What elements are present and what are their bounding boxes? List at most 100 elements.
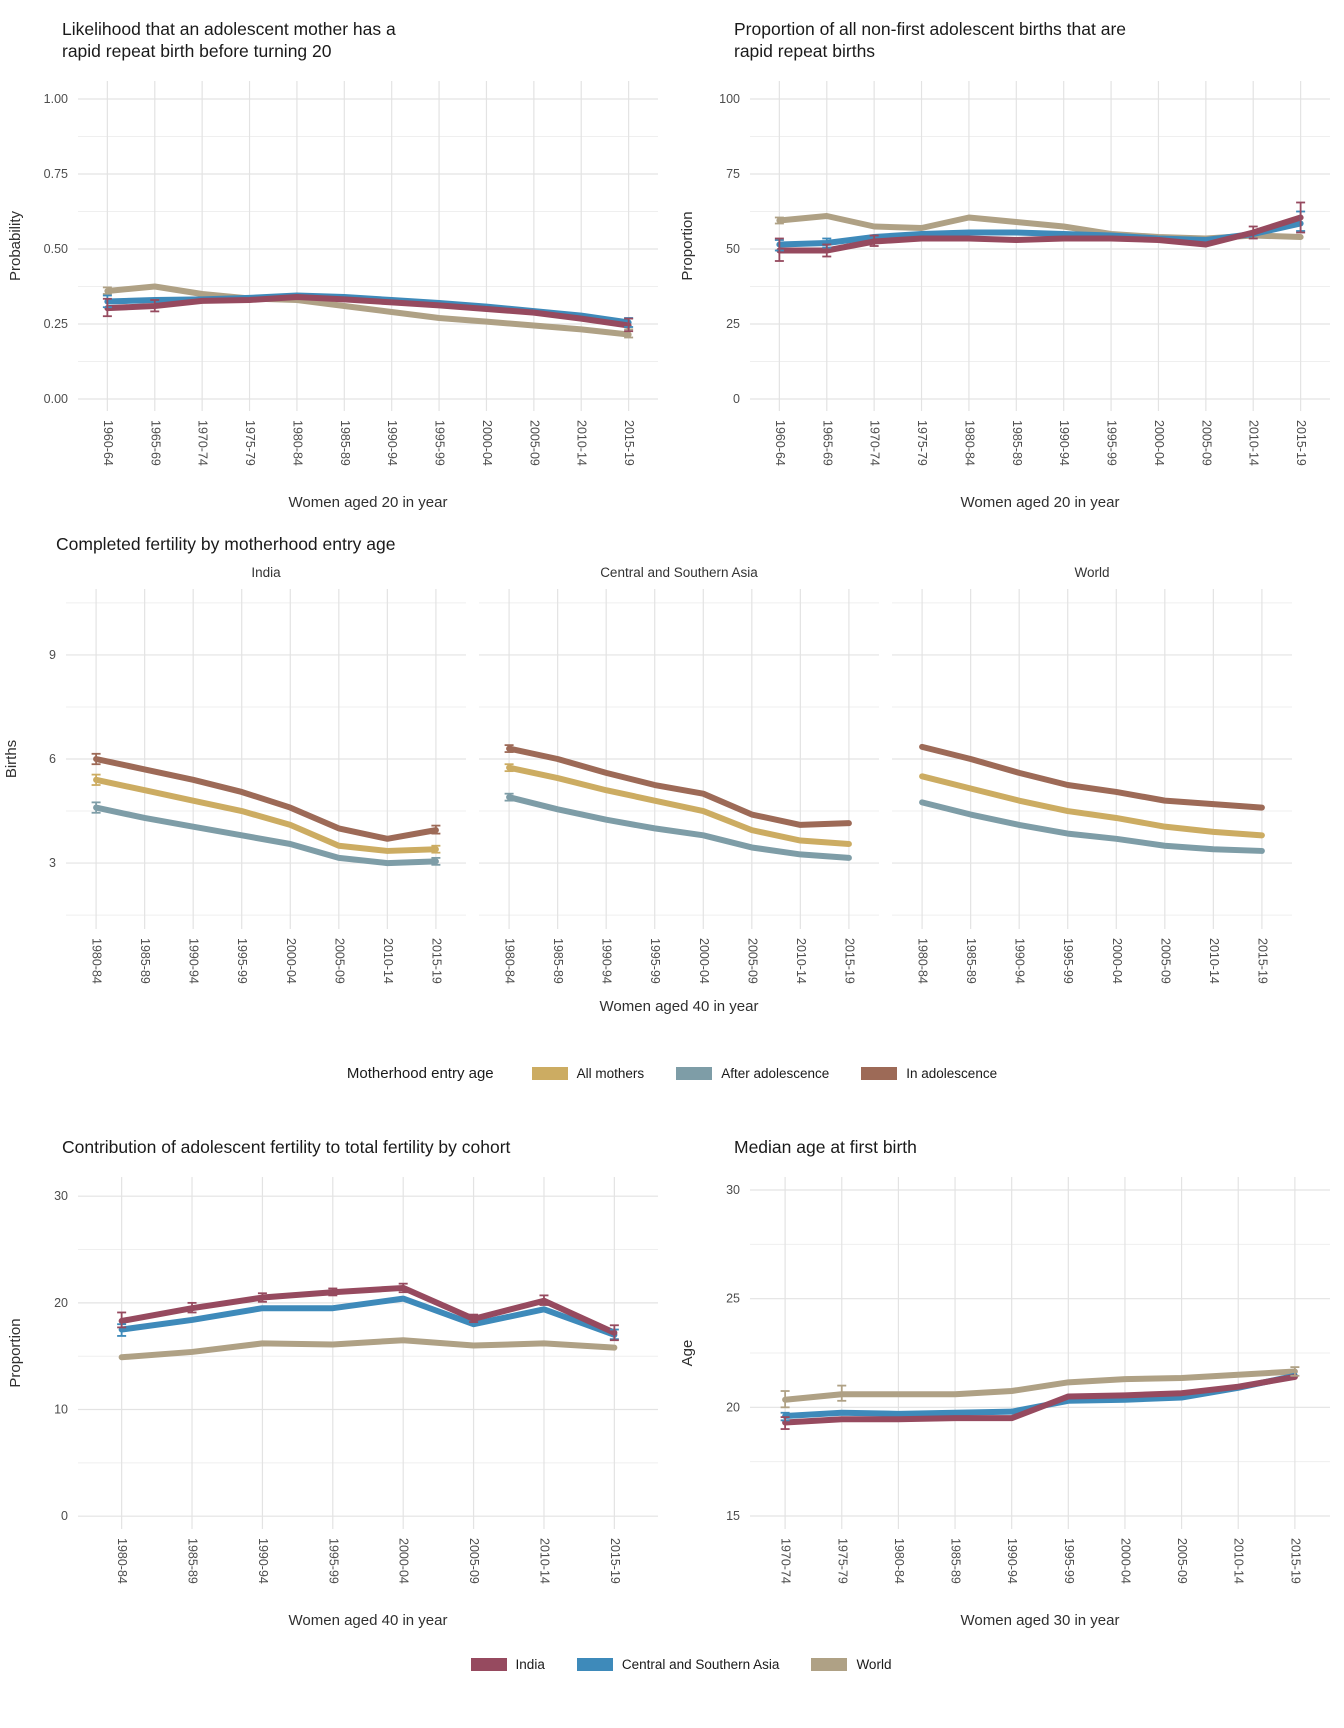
x-tick-label: 1990-94 xyxy=(385,420,399,466)
x-tick-label: 1985-89 xyxy=(964,938,978,984)
chart-plot-rrb-proportion: Proportion 1960-64 1965-69 1970-74 1975-79 19… xyxy=(679,80,1330,511)
panel: 1980-84 1985-89 1990-94 1995-99 2000-04 2005-… xyxy=(78,1176,658,1584)
legend-item-in-adolescence: In adolescence xyxy=(861,1066,997,1081)
error-bar-world xyxy=(837,1384,847,1402)
error-bar-india xyxy=(187,1301,197,1313)
legend-item-world: World xyxy=(811,1657,891,1672)
y-axis-title: Proportion xyxy=(679,211,696,280)
x-tick-label: 2005-09 xyxy=(527,420,541,466)
error-bar-all_mothers xyxy=(91,773,101,787)
x-tick-label: 2015-19 xyxy=(429,938,443,984)
y-tick-label: 3 xyxy=(49,856,56,870)
x-tick-label: 2005-09 xyxy=(332,938,346,984)
chart-title-adolescent-contribution: Contribution of adolescent fertility to … xyxy=(62,1137,511,1158)
chart-completed-fertility: Completed fertility by motherhood entry … xyxy=(0,533,1344,1023)
y-tick-label: 10 xyxy=(54,1402,68,1416)
x-tick-label: 2000-04 xyxy=(1152,420,1166,466)
error-bar-in_adolescence xyxy=(91,753,101,766)
in-adolescence-swatch xyxy=(861,1067,898,1081)
legend-item-label: World xyxy=(856,1656,892,1672)
x-tick-label: 1965-69 xyxy=(148,420,162,466)
chart-rrb-likelihood: Likelihood that an adolescent mother has… xyxy=(0,8,672,519)
bottom-row: Contribution of adolescent fertility to … xyxy=(0,1126,1344,1636)
series-line-after_adolescence xyxy=(93,804,439,867)
y-axis-title: Births xyxy=(3,740,20,778)
series-line-india xyxy=(776,214,1304,254)
x-axis-title: Women aged 40 in year xyxy=(289,1612,448,1629)
panel: 1960-64 1965-69 1970-74 1975-79 1980-84 1985-… xyxy=(750,80,1330,466)
y-tick-label: 9 xyxy=(49,648,56,662)
series-line-world xyxy=(118,1336,618,1360)
x-tick-label: 2010-14 xyxy=(1247,420,1261,466)
y-tick-label: 20 xyxy=(726,1400,740,1414)
series-line-india xyxy=(118,1284,618,1336)
x-axis-title: Women aged 40 in year xyxy=(600,998,759,1015)
error-bar-india xyxy=(780,1415,790,1430)
x-tick-label: 2015-19 xyxy=(1288,1538,1302,1584)
legend-item-central-southern-asia: Central and Southern Asia xyxy=(576,1656,780,1672)
x-tick-label: 2000-04 xyxy=(697,938,711,984)
x-tick-label: 1995-99 xyxy=(1062,1538,1076,1584)
legend-item-label: All mothers xyxy=(576,1066,645,1082)
y-tick-label: 30 xyxy=(726,1183,740,1197)
x-tick-label: 2010-14 xyxy=(575,420,589,466)
x-tick-label: 2010-14 xyxy=(381,938,395,984)
chart-title-median-age: Median age at first birth xyxy=(734,1137,917,1158)
legend-motherhood-entry-age: Motherhood entry age All mothers After a… xyxy=(0,1065,1344,1082)
x-tick-label: 1990-94 xyxy=(1005,1538,1019,1584)
facet-2: World 1980-84 1985-89 1990-94 1995-99 2000-04… xyxy=(892,565,1292,984)
error-bar-india xyxy=(398,1282,408,1293)
x-tick-label: 1990-94 xyxy=(1013,938,1027,984)
facet-0: India 1980-84 1985-89 1990-94 1995-99 2000-04… xyxy=(66,565,466,984)
legend-item-label: India xyxy=(515,1656,545,1672)
x-tick-label: 2015-19 xyxy=(842,938,856,984)
x-tick-label: 2005-09 xyxy=(467,1538,481,1584)
error-bar-all_mothers xyxy=(431,845,441,854)
error-bar-world xyxy=(1290,1365,1300,1377)
x-tick-label: 2000-04 xyxy=(284,938,298,984)
x-tick-label: 2010-14 xyxy=(794,938,808,984)
y-tick-label: 0 xyxy=(61,1509,68,1523)
y-tick-label: 30 xyxy=(54,1189,68,1203)
series-line-all_mothers xyxy=(919,773,1265,839)
x-tick-label: 1985-89 xyxy=(338,420,352,466)
y-tick-label: 6 xyxy=(49,752,56,766)
chart-rrb-proportion: Proportion of all non-first adolescent b… xyxy=(672,8,1344,519)
x-tick-label: 1970-74 xyxy=(779,1538,793,1584)
series-line-after_adolescence xyxy=(919,799,1265,855)
error-bar-india xyxy=(609,1323,619,1341)
x-tick-label: 2000-04 xyxy=(397,1538,411,1584)
y-tick-label: 20 xyxy=(54,1295,68,1309)
panel: 1960-64 1965-69 1970-74 1975-79 1980-84 1985-… xyxy=(78,80,658,466)
legend-item-india: India xyxy=(470,1656,545,1672)
x-tick-label: 1980-84 xyxy=(115,1538,129,1584)
x-tick-label: 2015-19 xyxy=(608,1538,622,1584)
central-southern-asia-swatch xyxy=(576,1657,613,1671)
x-tick-label: 1985-89 xyxy=(551,938,565,984)
series-line-india xyxy=(782,1373,1298,1426)
x-tick-label: 1980-84 xyxy=(892,1538,906,1584)
series-line-central_southern_asia xyxy=(776,220,1304,248)
chart-title-completed-fertility: Completed fertility by motherhood entry … xyxy=(56,533,396,554)
error-bar-after_adolescence xyxy=(504,792,514,802)
error-bar-world xyxy=(780,1389,790,1408)
chart-title-rrb-likelihood: Likelihood that an adolescent mother has… xyxy=(62,19,396,62)
x-tick-label: 1980-84 xyxy=(90,938,104,984)
x-tick-label: 1995-99 xyxy=(235,938,249,984)
y-tick-label: 50 xyxy=(726,242,740,256)
error-bar-india xyxy=(469,1313,479,1323)
error-bar-india xyxy=(102,297,112,317)
x-tick-label: 2015-19 xyxy=(622,420,636,466)
series-line-world xyxy=(104,283,632,338)
error-bar-world xyxy=(774,216,784,225)
series-line-central_southern_asia xyxy=(118,1295,618,1338)
error-bar-india xyxy=(117,1311,127,1328)
x-tick-label: 2015-19 xyxy=(1255,938,1269,984)
legend-item-label: Central and Southern Asia xyxy=(621,1656,780,1672)
y-axis-title: Age xyxy=(679,1339,696,1366)
world-swatch xyxy=(811,1657,848,1671)
series-line-world xyxy=(782,1368,1298,1403)
x-tick-label: 2010-14 xyxy=(537,1538,551,1584)
error-bar-after_adolescence xyxy=(431,857,441,866)
